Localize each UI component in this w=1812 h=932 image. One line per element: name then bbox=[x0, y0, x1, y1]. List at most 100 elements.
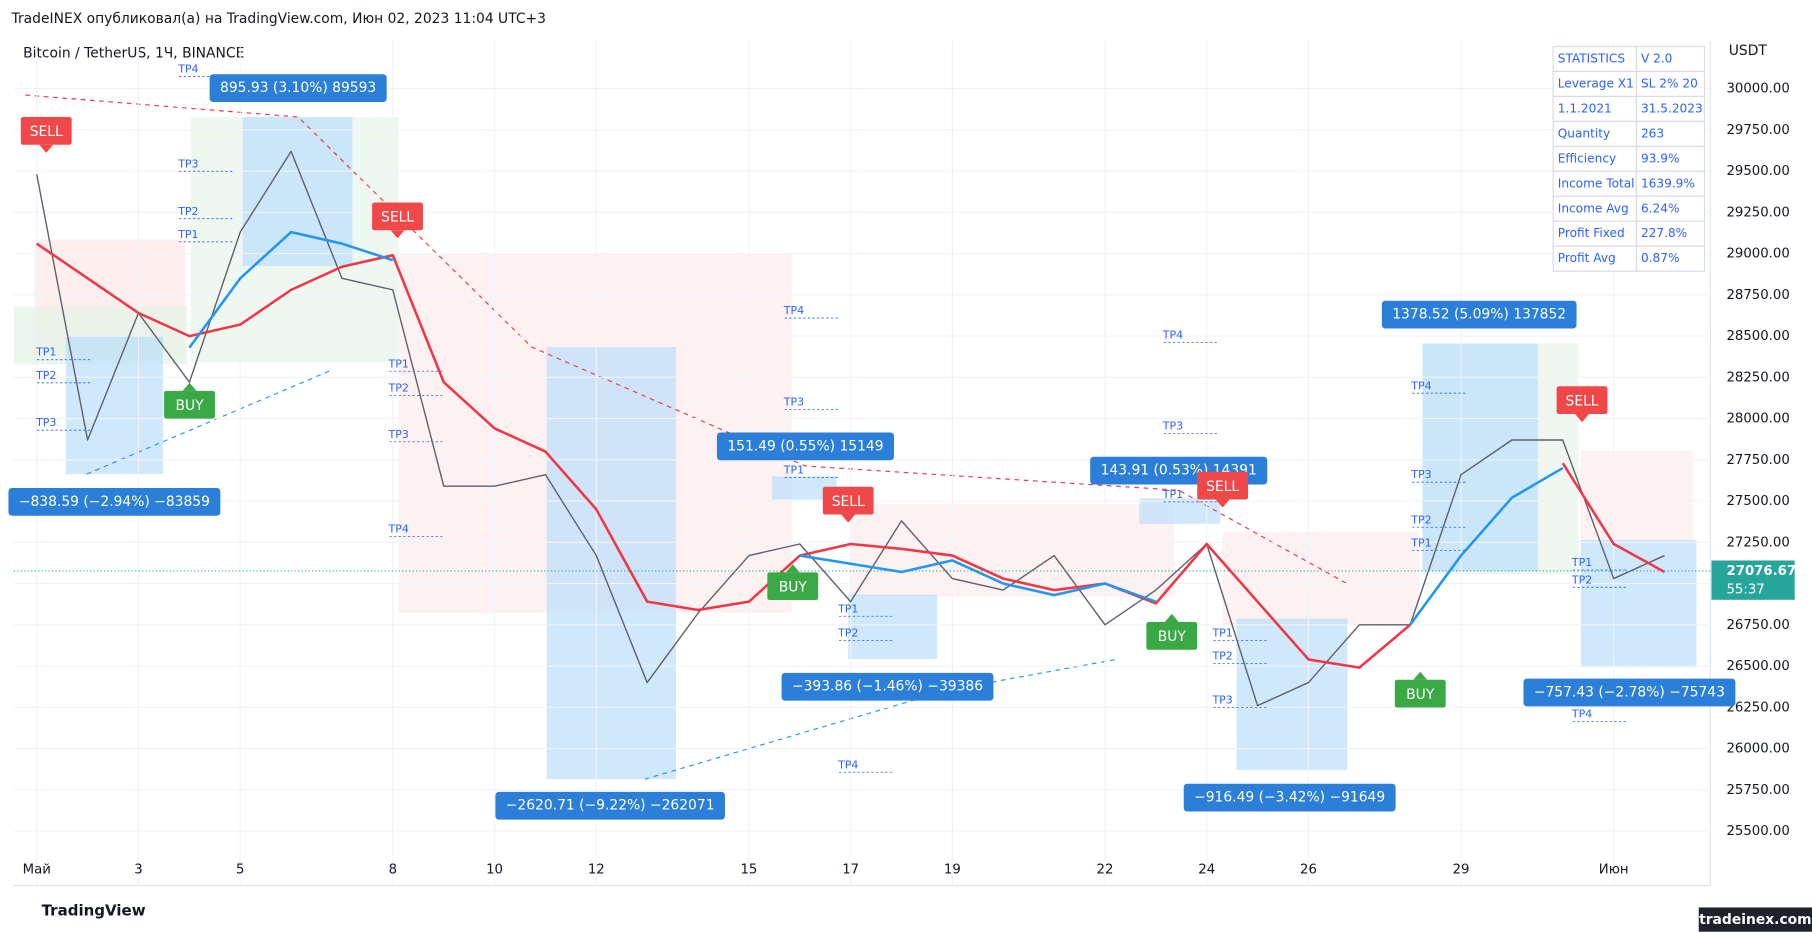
trade-box bbox=[8, 487, 221, 516]
signal: SELL bbox=[1197, 471, 1249, 508]
stat-text: 1.1.2021 bbox=[1558, 101, 1612, 115]
y-tick-label: 29500.00 bbox=[1726, 164, 1789, 179]
stat-text: 0.87% bbox=[1641, 251, 1680, 265]
trade-label: −2620.71 (−9.22%) −262071 bbox=[495, 791, 725, 820]
trade-text: −916.49 (−3.42%) −91649 bbox=[1194, 790, 1385, 806]
signal-text: BUY bbox=[1406, 687, 1435, 703]
y-tick-label: 29750.00 bbox=[1726, 123, 1789, 138]
y-tick-label: 26250.00 bbox=[1726, 700, 1789, 715]
tp-label: TP2 bbox=[1410, 513, 1431, 526]
trade-label: −916.49 (−3.42%) −91649 bbox=[1183, 783, 1396, 812]
tp-label: TP2 bbox=[388, 382, 409, 395]
tp-label: TP4 bbox=[783, 304, 804, 317]
signal-text: BUY bbox=[779, 579, 808, 595]
signal-box bbox=[372, 202, 423, 231]
x-tick-label: 3 bbox=[134, 862, 142, 877]
tp-label: TP2 bbox=[177, 205, 198, 218]
trade-label: −838.59 (−2.94%) −83859 bbox=[8, 487, 221, 516]
stat-text: V 2.0 bbox=[1641, 51, 1672, 65]
tp-label: TP1 bbox=[783, 464, 804, 477]
x-tick-label: 15 bbox=[740, 862, 757, 877]
risk-zone bbox=[1580, 450, 1693, 544]
tp-label: TP3 bbox=[1211, 694, 1232, 707]
y-tick-label: 26750.00 bbox=[1726, 618, 1789, 633]
stat-cell bbox=[1635, 170, 1706, 197]
y-tick-label: 27500.00 bbox=[1726, 494, 1789, 509]
y-tick-label: 28500.00 bbox=[1726, 329, 1789, 344]
tp-label: TP2 bbox=[1211, 650, 1232, 663]
signal-pointer bbox=[1215, 499, 1230, 508]
x-tick-label: 26 bbox=[1300, 862, 1317, 877]
trade-box bbox=[771, 476, 837, 500]
tp-label: TP4 bbox=[177, 63, 198, 76]
stat-cell bbox=[1635, 145, 1706, 172]
signal: BUY bbox=[767, 564, 819, 601]
trade-label: 151.49 (0.55%) 15149 bbox=[716, 432, 894, 461]
x-tick-label: 12 bbox=[588, 862, 605, 877]
watermark: tradeinex.com bbox=[1699, 912, 1812, 928]
trade-box bbox=[242, 117, 353, 267]
stat-cell bbox=[1635, 45, 1706, 73]
signal-box bbox=[1146, 622, 1198, 650]
x-tick-label: Май bbox=[23, 862, 51, 877]
signal-pointer bbox=[1575, 413, 1589, 423]
risk-zone bbox=[850, 504, 1175, 597]
y-tick-label: 25500.00 bbox=[1726, 824, 1789, 839]
x-tick-label: 8 bbox=[389, 862, 397, 877]
tp-label: TP1 bbox=[388, 357, 409, 370]
stat-cell bbox=[1635, 245, 1706, 272]
signal-pointer bbox=[390, 230, 405, 239]
y-tick-label: 27750.00 bbox=[1726, 453, 1789, 468]
tp-label: TP1 bbox=[1162, 488, 1183, 501]
x-tick-label: 29 bbox=[1453, 862, 1470, 877]
stat-text: Income Avg bbox=[1558, 201, 1629, 215]
signal-pointer bbox=[39, 144, 54, 153]
y-tick-label: 25750.00 bbox=[1726, 783, 1789, 798]
tp-label: TP2 bbox=[1571, 573, 1592, 586]
tp-label: TP3 bbox=[1162, 420, 1183, 433]
signal-pointer bbox=[182, 382, 197, 391]
tp-label: TP1 bbox=[1211, 627, 1232, 640]
statistics-table: STATISTICS V 2.0 Leverage X1 SL 2% 20 1.1.20… bbox=[1552, 45, 1706, 272]
stat-text: Profit Avg bbox=[1558, 251, 1616, 265]
tp-label: TP4 bbox=[388, 523, 409, 536]
tp-label: TP2 bbox=[837, 627, 858, 640]
trade-text: 1378.52 (5.09%) 137852 bbox=[1392, 307, 1566, 323]
x-tick-label: 5 bbox=[236, 862, 244, 877]
y-tick-label: 28000.00 bbox=[1726, 412, 1789, 427]
stat-text: Income Total bbox=[1558, 176, 1635, 190]
trade-box bbox=[209, 74, 387, 102]
stat-text: 6.24% bbox=[1641, 201, 1680, 215]
y-tick-label: 26500.00 bbox=[1726, 659, 1789, 674]
signal-box bbox=[164, 390, 215, 419]
y-tick-label: 30000.00 bbox=[1726, 82, 1789, 97]
countdown: 55:37 bbox=[1726, 582, 1764, 597]
tp-label: TP1 bbox=[1571, 556, 1592, 569]
tp-label: TP4 bbox=[1571, 707, 1592, 720]
tp-label: TP3 bbox=[783, 395, 804, 408]
x-tick-label: 10 bbox=[486, 862, 503, 877]
stat-text: 263 bbox=[1641, 126, 1664, 140]
signal-box bbox=[20, 117, 72, 145]
signal: BUY bbox=[164, 382, 215, 419]
stat-cell bbox=[1552, 170, 1637, 197]
trade-text: 151.49 (0.55%) 15149 bbox=[727, 438, 883, 454]
stat-text: Profit Fixed bbox=[1558, 226, 1625, 240]
signal: BUY bbox=[1146, 613, 1198, 650]
signal: BUY bbox=[1394, 671, 1446, 708]
trade-box bbox=[716, 432, 894, 461]
x-tick-label: 17 bbox=[842, 862, 859, 877]
signal-pointer bbox=[841, 514, 856, 523]
tp-label: TP3 bbox=[1410, 468, 1431, 481]
stat-text: 227.8% bbox=[1641, 226, 1687, 240]
tp-label: TP3 bbox=[35, 416, 56, 429]
currency: USDT bbox=[1729, 43, 1768, 59]
trade-text: −2620.71 (−9.22%) −262071 bbox=[506, 798, 715, 814]
signal-box bbox=[1556, 386, 1608, 414]
symbol-title: Bitcoin / TetherUS, 1Ч, BINANCE bbox=[23, 45, 244, 61]
y-tick-label: 29250.00 bbox=[1726, 205, 1789, 220]
signal-text: BUY bbox=[1158, 629, 1187, 645]
tp-label: TP1 bbox=[35, 346, 56, 359]
